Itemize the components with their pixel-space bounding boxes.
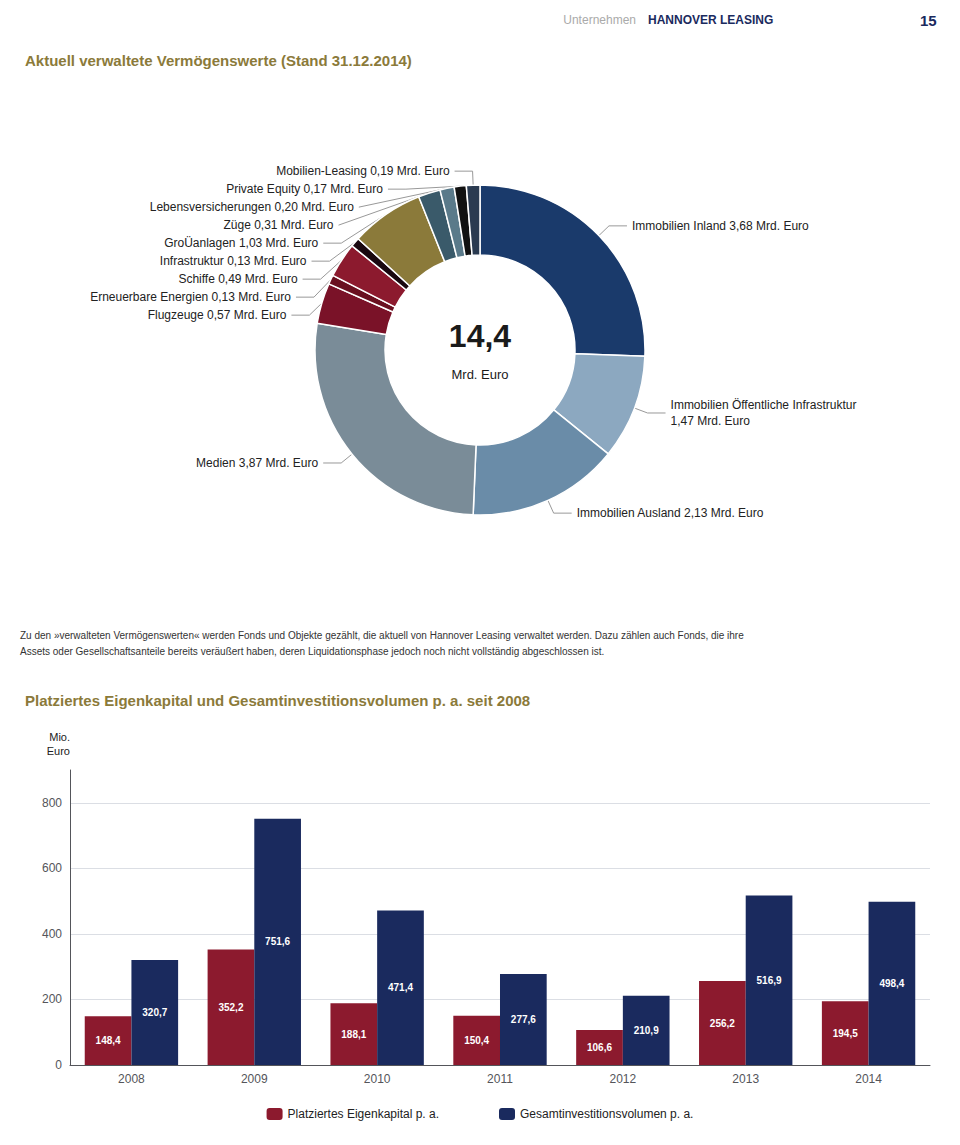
svg-text:751,6: 751,6 xyxy=(265,936,290,947)
svg-text:188,1: 188,1 xyxy=(341,1029,366,1040)
svg-text:2009: 2009 xyxy=(241,1072,268,1086)
svg-text:400: 400 xyxy=(42,927,62,941)
svg-text:Immobilien Öffentliche Infrast: Immobilien Öffentliche Infrastruktur xyxy=(671,398,857,412)
svg-text:471,4: 471,4 xyxy=(388,982,413,993)
svg-text:Mrd. Euro: Mrd. Euro xyxy=(451,367,508,382)
svg-text:Zu den »verwalteten Vermögensw: Zu den »verwalteten Vermögenswerten« wer… xyxy=(20,630,744,641)
svg-text:Mobilien-Leasing 0,19 Mrd. Eur: Mobilien-Leasing 0,19 Mrd. Euro xyxy=(276,164,450,178)
svg-text:800: 800 xyxy=(42,796,62,810)
svg-text:277,6: 277,6 xyxy=(511,1014,536,1025)
svg-text:2010: 2010 xyxy=(364,1072,391,1086)
svg-text:Platziertes Eigenkapital und G: Platziertes Eigenkapital und Gesamtinves… xyxy=(25,692,530,709)
svg-text:498,4: 498,4 xyxy=(879,978,904,989)
svg-text:2012: 2012 xyxy=(610,1072,637,1086)
svg-text:Euro: Euro xyxy=(47,745,70,757)
svg-text:Platziertes Eigenkapital p. a.: Platziertes Eigenkapital p. a. xyxy=(288,1107,439,1121)
svg-text:Infrastruktur 0,13 Mrd. Euro: Infrastruktur 0,13 Mrd. Euro xyxy=(160,254,307,268)
svg-text:Gesamtinvestitionsvolumen p. a: Gesamtinvestitionsvolumen p. a. xyxy=(520,1107,693,1121)
svg-text:516,9: 516,9 xyxy=(757,975,782,986)
svg-text:0: 0 xyxy=(55,1058,62,1072)
svg-text:2011: 2011 xyxy=(487,1072,513,1086)
svg-text:Erneuerbare Energien 0,13 Mrd.: Erneuerbare Energien 0,13 Mrd. Euro xyxy=(90,290,291,304)
svg-text:15: 15 xyxy=(920,12,937,29)
svg-text:14,4: 14,4 xyxy=(449,318,511,354)
svg-text:352,2: 352,2 xyxy=(218,1002,243,1013)
svg-text:150,4: 150,4 xyxy=(464,1035,489,1046)
svg-text:200: 200 xyxy=(42,992,62,1006)
svg-text:148,4: 148,4 xyxy=(96,1035,121,1046)
svg-text:194,5: 194,5 xyxy=(833,1028,858,1039)
svg-text:2013: 2013 xyxy=(732,1072,759,1086)
svg-text:Schiffe 0,49 Mrd. Euro: Schiffe 0,49 Mrd. Euro xyxy=(178,272,298,286)
svg-text:Private Equity 0,17 Mrd. Euro: Private Equity 0,17 Mrd. Euro xyxy=(226,182,383,196)
svg-text:Assets oder Gesellschaftsantei: Assets oder Gesellschaftsanteile bereits… xyxy=(20,646,604,657)
svg-text:210,9: 210,9 xyxy=(634,1025,659,1036)
svg-text:1,47 Mrd. Euro: 1,47 Mrd. Euro xyxy=(671,414,751,428)
svg-text:600: 600 xyxy=(42,861,62,875)
svg-text:GroÜanlagen 1,03 Mrd. Euro: GroÜanlagen 1,03 Mrd. Euro xyxy=(164,236,318,250)
svg-text:Züge 0,31 Mrd. Euro: Züge 0,31 Mrd. Euro xyxy=(223,218,333,232)
svg-text:Immobilien Inland 3,68 Mrd. Eu: Immobilien Inland 3,68 Mrd. Euro xyxy=(632,219,809,233)
svg-text:HANNOVER LEASING: HANNOVER LEASING xyxy=(648,13,773,27)
svg-text:Lebensversicherungen 0,20 Mrd.: Lebensversicherungen 0,20 Mrd. Euro xyxy=(150,200,354,214)
svg-text:320,7: 320,7 xyxy=(142,1007,167,1018)
svg-text:Flugzeuge 0,57 Mrd. Euro: Flugzeuge 0,57 Mrd. Euro xyxy=(148,308,287,322)
svg-text:2008: 2008 xyxy=(118,1072,145,1086)
svg-text:Aktuell verwaltete Vermögenswe: Aktuell verwaltete Vermögenswerte (Stand… xyxy=(25,52,412,69)
svg-text:Immobilien Ausland 2,13 Mrd. E: Immobilien Ausland 2,13 Mrd. Euro xyxy=(577,506,764,520)
svg-text:Unternehmen: Unternehmen xyxy=(563,13,636,27)
svg-text:Medien 3,87 Mrd. Euro: Medien 3,87 Mrd. Euro xyxy=(196,456,318,470)
svg-text:2014: 2014 xyxy=(855,1072,882,1086)
svg-text:256,2: 256,2 xyxy=(710,1018,735,1029)
svg-text:Mio.: Mio. xyxy=(49,731,70,743)
svg-text:106,6: 106,6 xyxy=(587,1042,612,1053)
